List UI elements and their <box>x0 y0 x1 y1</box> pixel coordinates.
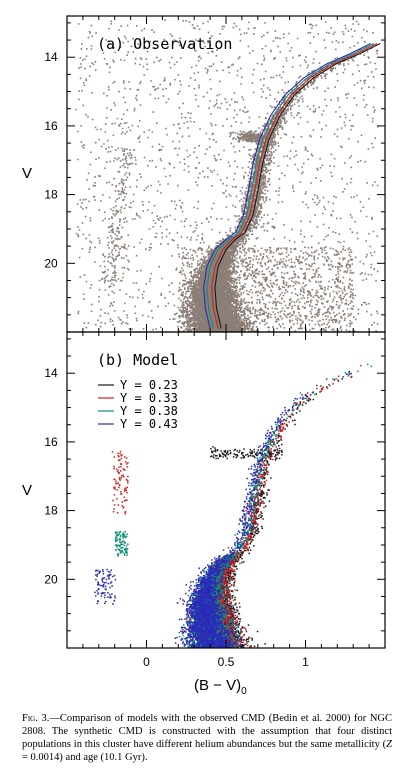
legend-label: Y = 0.23 <box>120 378 178 392</box>
panel-b-ticks: 14 16 18 20 0 0.5 1 <box>44 332 385 669</box>
legend-label: Y = 0.38 <box>120 404 178 418</box>
y-tick-label: 14 <box>44 366 58 380</box>
y-tick-label: 16 <box>44 119 58 133</box>
y-tick-label: 16 <box>44 435 58 449</box>
x-axis-title-main: (B − V) <box>194 677 241 694</box>
legend: Y = 0.23Y = 0.33Y = 0.38Y = 0.43 <box>98 378 178 431</box>
panel-b-ylabel: V <box>22 482 32 499</box>
x-tick-label: 0 <box>143 655 150 669</box>
observed-star-dots <box>75 19 379 333</box>
isochrone-line <box>206 43 375 329</box>
figure-caption: Fig. 3.—Comparison of models with the ob… <box>22 712 392 764</box>
x-axis-title: (B − V)0 <box>194 677 247 697</box>
caption-fig-label: Fig. 3. <box>22 713 50 724</box>
panel-a-ticks: 14 16 18 20 <box>44 16 385 332</box>
isochrone-line <box>211 43 378 329</box>
x-axis-title-subscript: 0 <box>241 686 247 697</box>
y-tick-label: 20 <box>44 572 58 586</box>
y-tick-label: 18 <box>44 504 58 518</box>
caption-z-symbol: Z <box>386 739 392 750</box>
panel-observation: 14 16 18 20 (a) Observation V <box>22 15 386 333</box>
panel-b-label: (b) Model <box>97 351 178 369</box>
model-stars-points <box>94 363 373 649</box>
panel-a-label: (a) Observation <box>97 35 232 53</box>
y-tick-label: 14 <box>44 50 58 64</box>
isochrone-line <box>203 43 371 329</box>
y-tick-label: 20 <box>44 256 58 270</box>
legend-label: Y = 0.33 <box>120 391 178 405</box>
caption-text-2: = 0.0014) and age (10.1 Gyr). <box>22 752 148 763</box>
isochrone-line <box>214 43 381 329</box>
legend-label: Y = 0.43 <box>120 417 178 431</box>
x-tick-label: 1 <box>302 655 309 669</box>
x-tick-label: 0.5 <box>218 655 235 669</box>
isochrone-curves <box>203 43 381 329</box>
y-tick-label: 18 <box>44 188 58 202</box>
panel-a-ylabel: V <box>22 165 32 182</box>
caption-text-1: —Comparison of models with the observed … <box>22 713 392 750</box>
observed-stars-points <box>75 19 379 333</box>
